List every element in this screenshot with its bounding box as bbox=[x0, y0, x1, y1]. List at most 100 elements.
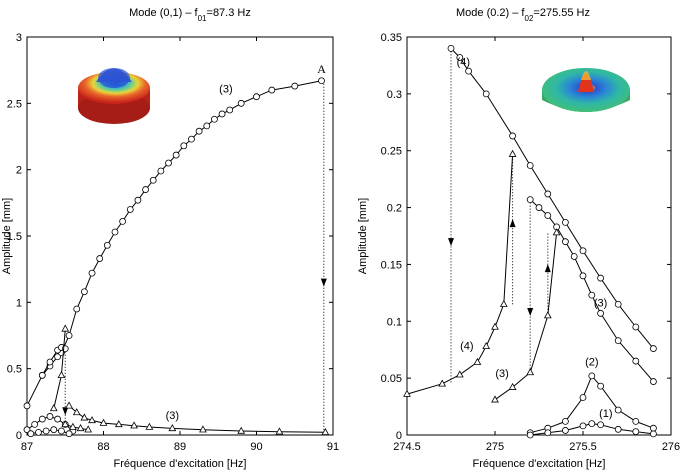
left-data-point bbox=[99, 418, 108, 426]
left-mode-inset bbox=[78, 68, 150, 124]
right-annotation: (3) bbox=[594, 298, 607, 310]
right-data-point bbox=[597, 274, 604, 282]
left-data-point bbox=[80, 413, 89, 421]
left-data-point bbox=[96, 255, 104, 262]
left-data-point bbox=[72, 408, 81, 416]
left-x-tick-label: 87 bbox=[21, 441, 33, 453]
left-data-point bbox=[46, 358, 54, 366]
left-data-point bbox=[237, 99, 245, 107]
left-data-point bbox=[253, 93, 260, 101]
right-data-point bbox=[597, 421, 604, 429]
right-y-tick-label: 0 bbox=[396, 430, 402, 442]
right-series-line bbox=[406, 154, 514, 395]
left-data-point bbox=[114, 420, 123, 428]
left-x-tick-label: 91 bbox=[327, 441, 339, 453]
left-data-point bbox=[88, 269, 96, 277]
right-data-point bbox=[632, 323, 640, 331]
left-data-point bbox=[134, 196, 142, 204]
right-annotation: (2) bbox=[585, 357, 598, 369]
right-data-point bbox=[544, 429, 552, 437]
left-data-point bbox=[268, 86, 276, 94]
right-data-point bbox=[491, 322, 499, 330]
right-data-point bbox=[579, 247, 587, 255]
right-y-axis-label: Amplitude [mm] bbox=[357, 198, 369, 274]
left-annotation: A bbox=[317, 62, 326, 76]
left-data-point bbox=[291, 82, 299, 90]
left-data-point bbox=[149, 176, 157, 184]
left-data-point bbox=[80, 288, 88, 296]
right-y-tick-label: 0.25 bbox=[381, 146, 402, 158]
left-data-point bbox=[111, 228, 119, 236]
right-data-point bbox=[614, 406, 622, 414]
right-data-point bbox=[482, 90, 490, 98]
right-data-point bbox=[543, 311, 552, 319]
left-annotation: (3) bbox=[219, 84, 232, 96]
right-x-tick-label: 274.5 bbox=[393, 441, 421, 453]
right-data-point bbox=[650, 424, 657, 432]
left-data-point bbox=[76, 424, 85, 432]
left-series-line bbox=[53, 328, 66, 409]
right-jump-arrow bbox=[448, 238, 454, 247]
left-data-point bbox=[65, 401, 73, 409]
right-data-point bbox=[535, 204, 543, 211]
left-data-point bbox=[165, 159, 172, 167]
right-data-point bbox=[562, 238, 569, 246]
left-data-point bbox=[38, 371, 46, 379]
right-data-point bbox=[403, 389, 411, 397]
right-data-point bbox=[632, 428, 640, 435]
right-data-point bbox=[456, 54, 464, 61]
right-data-point bbox=[650, 430, 657, 438]
left-x-tick-label: 90 bbox=[250, 441, 262, 453]
right-annotation: (1) bbox=[599, 408, 612, 420]
left-data-point bbox=[211, 115, 218, 123]
left-data-point bbox=[142, 186, 149, 193]
right-y-tick-label: 0.05 bbox=[381, 373, 402, 385]
left-data-point bbox=[58, 427, 65, 435]
left-data-point bbox=[172, 151, 180, 159]
left-data-point bbox=[65, 332, 73, 339]
right-data-point bbox=[614, 425, 622, 433]
right-x-tick-label: 276 bbox=[662, 441, 680, 453]
left-jump-arrow bbox=[320, 278, 327, 287]
left-data-point bbox=[103, 241, 111, 249]
right-data-point bbox=[438, 379, 447, 387]
right-data-point bbox=[579, 422, 587, 430]
right-data-point bbox=[552, 228, 561, 236]
right-x-tick-label: 275.5 bbox=[569, 441, 597, 453]
left-data-point bbox=[23, 402, 31, 410]
left-data-point bbox=[145, 422, 154, 430]
right-data-point bbox=[614, 300, 622, 308]
right-data-point bbox=[614, 337, 622, 345]
left-data-point bbox=[31, 420, 39, 428]
right-data-point bbox=[588, 291, 596, 299]
left-data-point bbox=[57, 370, 66, 378]
right-jump-arrow bbox=[527, 308, 534, 317]
right-annotation: (4) bbox=[460, 341, 473, 353]
left-data-point bbox=[275, 427, 284, 435]
right-data-point bbox=[544, 190, 552, 198]
left-data-point bbox=[61, 420, 70, 428]
left-x-axis-label: Fréquence d'excitation [Hz] bbox=[114, 458, 247, 470]
right-y-tick-label: 0.3 bbox=[387, 89, 402, 101]
left-chart-title: Mode (0,1) – f01=87.3 Hz bbox=[129, 7, 251, 23]
left-data-point bbox=[42, 427, 50, 435]
right-data-point bbox=[632, 357, 640, 365]
right-mode-inset bbox=[542, 68, 630, 112]
left-y-tick-label: 3 bbox=[16, 32, 22, 44]
right-annotation: (4) bbox=[457, 56, 470, 68]
left-data-point bbox=[50, 426, 58, 434]
right-data-point bbox=[473, 357, 482, 365]
left-data-point bbox=[88, 416, 96, 424]
left-series-line bbox=[65, 423, 89, 431]
left-plot-frame bbox=[26, 36, 334, 436]
left-data-point bbox=[38, 415, 46, 423]
right-data-point bbox=[579, 272, 587, 280]
right-data-point bbox=[562, 218, 569, 226]
right-data-point bbox=[588, 372, 596, 380]
right-x-tick-label: 275 bbox=[486, 441, 504, 453]
right-plot-frame bbox=[406, 36, 672, 436]
left-data-point bbox=[65, 430, 73, 438]
right-data-point bbox=[455, 370, 464, 378]
left-data-point bbox=[27, 430, 35, 438]
